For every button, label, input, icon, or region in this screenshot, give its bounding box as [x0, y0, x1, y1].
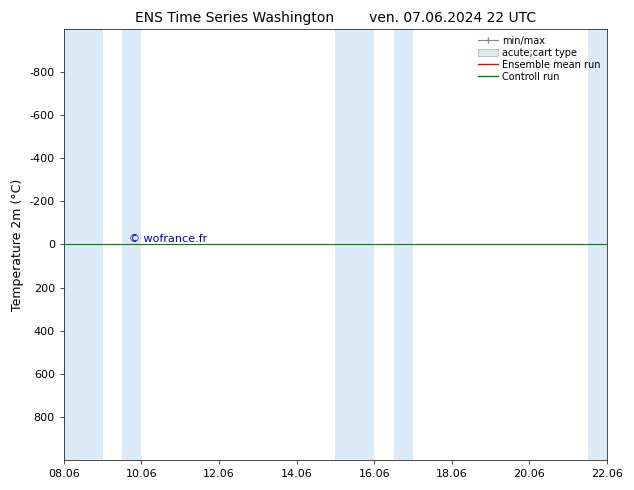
Bar [122, 29, 141, 460]
Bar [588, 29, 615, 460]
Y-axis label: Temperature 2m (°C): Temperature 2m (°C) [11, 178, 24, 311]
Bar [335, 29, 374, 460]
Bar [64, 29, 103, 460]
Title: ENS Time Series Washington        ven. 07.06.2024 22 UTC: ENS Time Series Washington ven. 07.06.20… [135, 11, 536, 25]
Bar [394, 29, 413, 460]
Text: © wofrance.fr: © wofrance.fr [129, 234, 207, 245]
Legend: min/max, acute;cart type, Ensemble mean run, Controll run: min/max, acute;cart type, Ensemble mean … [476, 34, 602, 84]
